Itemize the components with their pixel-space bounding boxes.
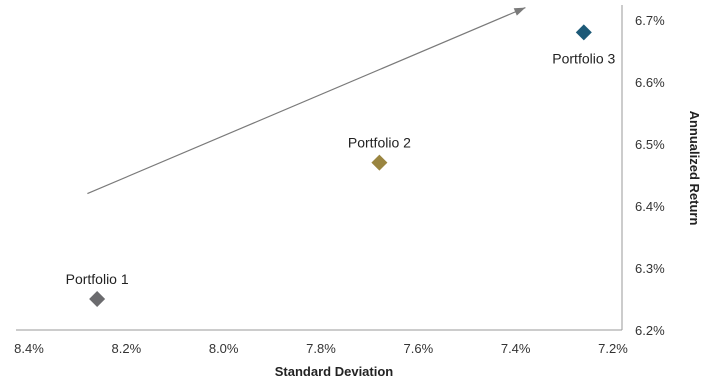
y-tick-label: 6.6% (635, 75, 665, 90)
y-tick-label: 6.7% (635, 13, 665, 28)
data-point-label: Portfolio 2 (348, 135, 411, 151)
y-tick-label: 6.5% (635, 137, 665, 152)
data-point-label: Portfolio 1 (66, 271, 129, 287)
arrow-head (513, 7, 526, 16)
x-tick-label: 7.6% (404, 341, 434, 356)
y-axis-title: Annualized Return (687, 111, 702, 226)
data-points: Portfolio 1 Portfolio 2 Portfolio 3 (66, 24, 616, 307)
data-point-marker (89, 291, 106, 307)
y-tick-label: 6.2% (635, 323, 665, 338)
data-point-label: Portfolio 3 (552, 50, 615, 66)
y-tick-label: 6.3% (635, 261, 665, 276)
x-tick-label: 7.2% (598, 341, 628, 356)
data-point-marker (371, 154, 388, 171)
x-tick-label: 8.0% (209, 341, 239, 356)
trend-arrow (87, 7, 526, 195)
x-tick-label: 7.8% (306, 341, 336, 356)
arrow-shaft (87, 7, 526, 195)
data-point-marker (575, 24, 592, 41)
x-tick-label: 8.4% (14, 341, 44, 356)
y-tick-label: 6.4% (635, 199, 665, 214)
axes: 8.4% 8.2% 8.0% 7.8% 7.6% 7.4% 7.2% 6.2% 6.3% 6.4%… (14, 5, 665, 356)
x-axis-title: Standard Deviation (275, 364, 394, 379)
x-tick-label: 7.4% (501, 341, 531, 356)
x-tick-label: 8.2% (112, 341, 142, 356)
